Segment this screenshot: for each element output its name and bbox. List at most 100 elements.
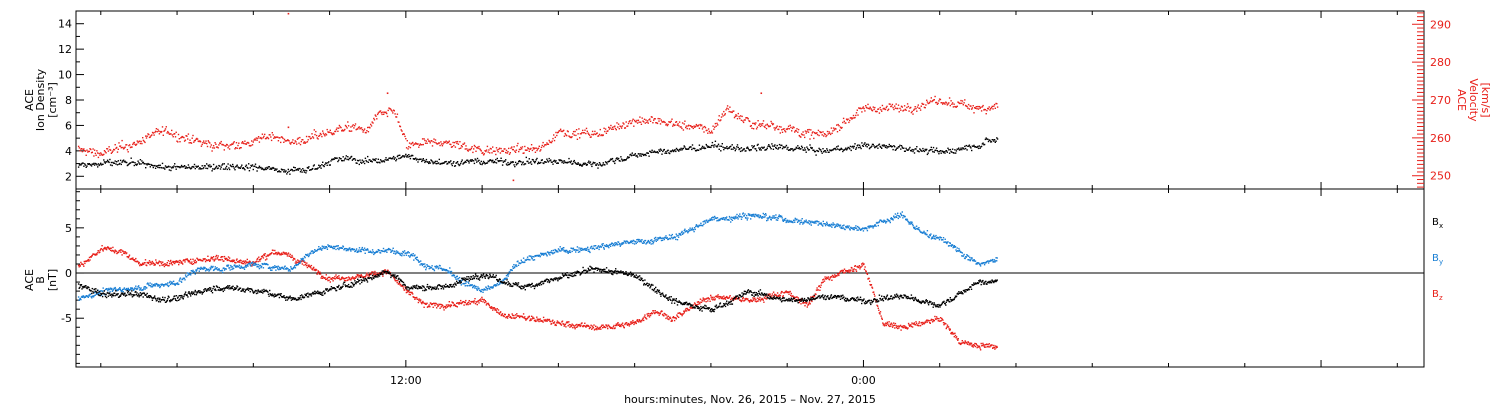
bz-point bbox=[561, 320, 564, 322]
density-point bbox=[180, 166, 182, 168]
density-point bbox=[736, 146, 738, 148]
density-point bbox=[886, 147, 888, 149]
bz-point bbox=[966, 342, 968, 344]
density-point bbox=[582, 162, 585, 165]
density-point bbox=[953, 152, 955, 154]
bz-point bbox=[264, 259, 267, 261]
bz-point bbox=[109, 249, 112, 252]
density-point bbox=[338, 159, 340, 161]
by-point bbox=[473, 286, 475, 288]
density-point bbox=[588, 162, 591, 164]
bz-point bbox=[152, 262, 155, 265]
density-point bbox=[101, 163, 103, 166]
density-point bbox=[395, 160, 397, 162]
bz-point bbox=[336, 277, 338, 279]
velocity-point bbox=[201, 143, 203, 146]
bz-point bbox=[209, 260, 211, 262]
velocity-point bbox=[292, 139, 294, 141]
bz-point bbox=[172, 260, 174, 263]
by-point bbox=[286, 267, 288, 269]
density-point bbox=[495, 162, 498, 164]
velocity-point bbox=[755, 128, 758, 130]
density-point bbox=[713, 146, 715, 148]
bz-point bbox=[126, 252, 128, 254]
velocity-point bbox=[733, 116, 736, 119]
velocity-point bbox=[832, 127, 835, 129]
bz-point bbox=[672, 316, 674, 319]
bz-point bbox=[967, 341, 970, 344]
velocity-point bbox=[860, 107, 862, 110]
velocity-point bbox=[557, 131, 559, 133]
density-point bbox=[797, 145, 799, 147]
bz-point bbox=[280, 254, 282, 256]
velocity-point bbox=[283, 141, 285, 143]
bz-point bbox=[346, 277, 348, 279]
velocity-point bbox=[612, 128, 614, 130]
velocity-point bbox=[867, 103, 869, 106]
density-point bbox=[631, 152, 633, 154]
density-point bbox=[424, 160, 427, 162]
velocity-point bbox=[280, 141, 282, 144]
density-point bbox=[157, 166, 159, 169]
bz-point bbox=[823, 280, 826, 282]
density-point bbox=[360, 161, 362, 163]
by-point bbox=[412, 255, 414, 257]
bz-point bbox=[798, 301, 800, 304]
density-point bbox=[670, 150, 672, 153]
by-point bbox=[403, 250, 406, 252]
velocity-point bbox=[723, 110, 725, 113]
density-point bbox=[858, 146, 860, 149]
velocity-point bbox=[359, 128, 361, 130]
by-point bbox=[112, 289, 115, 291]
velocity-point bbox=[340, 126, 342, 129]
density-point bbox=[179, 166, 181, 169]
velocity-point bbox=[440, 141, 442, 143]
velocity-point bbox=[308, 135, 310, 138]
velocity-point bbox=[635, 121, 637, 123]
density-point bbox=[585, 164, 588, 166]
density-point bbox=[573, 159, 575, 162]
velocity-point bbox=[581, 132, 583, 134]
density-point bbox=[757, 143, 759, 146]
density-point bbox=[167, 165, 170, 167]
bz-point bbox=[824, 276, 826, 278]
bz-point bbox=[838, 274, 840, 277]
velocity-point bbox=[680, 126, 682, 128]
by-point bbox=[450, 272, 452, 275]
velocity-point bbox=[148, 133, 150, 136]
velocity-point bbox=[536, 149, 538, 152]
bz-point bbox=[550, 322, 553, 325]
density-point bbox=[510, 161, 512, 163]
bz-point bbox=[572, 327, 574, 329]
velocity-point bbox=[234, 148, 236, 150]
velocity-point bbox=[426, 142, 428, 144]
density-point bbox=[637, 153, 640, 155]
bz-point bbox=[337, 277, 339, 280]
density-point bbox=[563, 160, 566, 162]
velocity-point bbox=[370, 123, 372, 126]
density-point bbox=[688, 148, 690, 150]
velocity-point bbox=[954, 105, 956, 108]
velocity-point bbox=[244, 143, 247, 145]
density-point bbox=[395, 158, 398, 161]
velocity-point bbox=[760, 123, 762, 125]
bz-point bbox=[539, 318, 541, 320]
density-point bbox=[933, 151, 935, 153]
density-point bbox=[81, 163, 83, 165]
density-point bbox=[88, 163, 90, 165]
bz-point bbox=[371, 271, 373, 273]
bz-point bbox=[366, 272, 368, 274]
bz-point bbox=[351, 277, 353, 279]
density-point bbox=[175, 168, 177, 170]
density-point bbox=[357, 159, 359, 162]
by-point bbox=[243, 268, 246, 270]
b-tick-label: 0 bbox=[65, 267, 72, 280]
velocity-point bbox=[521, 148, 523, 150]
by-point bbox=[287, 270, 290, 272]
velocity-tick-label: 250 bbox=[1430, 170, 1451, 183]
density-point bbox=[849, 148, 851, 150]
bz-point bbox=[907, 327, 909, 329]
by-point bbox=[334, 245, 337, 248]
bz-point bbox=[374, 273, 377, 276]
bz-point bbox=[138, 261, 140, 264]
